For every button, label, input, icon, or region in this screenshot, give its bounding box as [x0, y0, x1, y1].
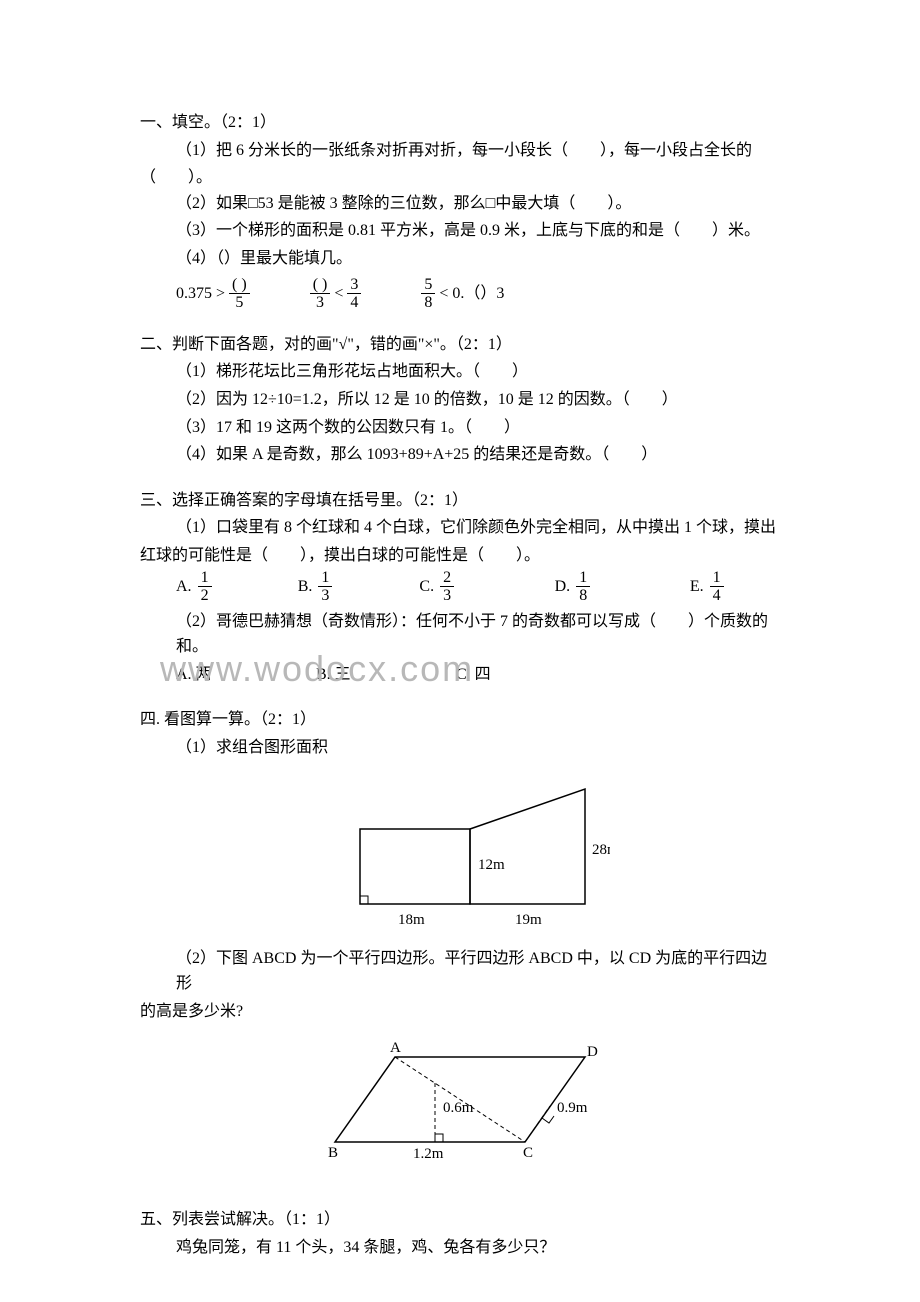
- section-5: 五、列表尝试解决。（1：1） 鸡兔同笼，有 11 个头，34 条腿，鸡、兔各有多…: [140, 1207, 780, 1260]
- fig2-ra1: [435, 1134, 443, 1142]
- sec2-q3: （3）17 和 19 这两个数的公因数只有 1。（ ）: [140, 415, 780, 441]
- fig2-ra2: [542, 1116, 554, 1123]
- num-a: 1: [198, 569, 212, 588]
- expr-1: 0.375 > ( ) 5: [176, 276, 250, 312]
- fig1-rect: [360, 829, 470, 904]
- den-a: 2: [198, 587, 212, 605]
- expr2-num: ( ): [310, 276, 331, 295]
- sec2-q2: （2）因为 12÷10=1.2，所以 12 是 10 的倍数，10 是 12 的…: [140, 387, 780, 413]
- den-b: 3: [318, 587, 332, 605]
- num-d: 1: [576, 569, 590, 588]
- den-e: 4: [710, 587, 724, 605]
- choice-a: A. 12: [176, 569, 298, 605]
- expr1-left: 0.375 >: [176, 281, 225, 307]
- fig2-A: A: [390, 1040, 401, 1056]
- choice-d: D. 18: [555, 569, 690, 605]
- expr3-frac: 5 8: [421, 276, 435, 312]
- expr3-right: < 0.（）3: [439, 281, 504, 307]
- sec2-q4: （4）如果 A 是奇数，那么 1093+89+A+25 的结果还是奇数。（ ）: [140, 442, 780, 468]
- sec4-title: 四. 看图算一算。（2：1）: [140, 707, 780, 733]
- label-b: B.: [298, 574, 313, 600]
- frac-e: 14: [710, 569, 724, 605]
- den-d: 8: [576, 587, 590, 605]
- expr2b-den: 4: [347, 294, 361, 312]
- frac-b: 13: [318, 569, 332, 605]
- sec1-title: 一、填空。（2：1）: [140, 110, 780, 136]
- expr3-num: 5: [421, 276, 435, 295]
- num-e: 1: [710, 569, 724, 588]
- fig2-base: 1.2m: [413, 1146, 444, 1162]
- frac-d: 18: [576, 569, 590, 605]
- expr2b-num: 3: [347, 276, 361, 295]
- section-1: 一、填空。（2：1） （1）把 6 分米长的一张纸条对折再对折，每一小段长（ ）…: [140, 110, 780, 312]
- sec3-choices2: A. 两 B. 三 C. 四: [140, 662, 780, 688]
- fig2-D: D: [587, 1044, 598, 1060]
- fig2-h2-label: 0.9m: [557, 1100, 588, 1116]
- fig2-B: B: [328, 1145, 338, 1161]
- sec1-q2: （2）如果□53 是能被 3 整除的三位数，那么□中最大填（ ）。: [140, 191, 780, 217]
- sec3-choices1: A. 12 B. 13 C. 23 D. 18 E. 14: [140, 569, 780, 605]
- sec1-q1a: （1）把 6 分米长的一张纸条对折再对折，每一小段长（ ），每一小段占全长的: [140, 138, 780, 164]
- den-c: 3: [440, 587, 454, 605]
- choice-b: B. 13: [298, 569, 420, 605]
- sec4-q2a: （2）下图 ABCD 为一个平行四边形。平行四边形 ABCD 中，以 CD 为底…: [140, 946, 780, 997]
- sec1-expressions: 0.375 > ( ) 5 ( ) 3 < 3 4 5 8 < 0.（）3: [140, 276, 780, 312]
- sec1-q1b: （ ）。: [140, 165, 780, 191]
- sec3-q2: （2）哥德巴赫猜想（奇数情形）：任何不小于 7 的奇数都可以写成（ ）个质数的和…: [140, 609, 780, 660]
- fig1-trapezoid: [470, 789, 585, 904]
- sec3-q1a: （1）口袋里有 8 个红球和 4 个白球，它们除颜色外完全相同，从中摸出 1 个…: [140, 515, 780, 541]
- sec2-title: 二、判断下面各题，对的画"√"，错的画"×"。（2：1）: [140, 332, 780, 358]
- label-c: C.: [419, 574, 434, 600]
- figure-2-wrap: A B C D 0.6m 0.9m 1.2m: [140, 1032, 780, 1177]
- sec1-q4: （4）（）里最大能填几。: [140, 246, 780, 272]
- expr-2: ( ) 3 < 3 4: [310, 276, 362, 312]
- frac-a: 12: [198, 569, 212, 605]
- choice2-a: A. 两: [176, 662, 316, 688]
- expr3-den: 8: [421, 294, 435, 312]
- fig1-left: 18m: [398, 912, 425, 928]
- figure-1-wrap: 12m 28m 18m 19m: [140, 769, 780, 934]
- sec5-title: 五、列表尝试解决。（1：1）: [140, 1207, 780, 1233]
- fig1-right-angle: [360, 896, 368, 904]
- expr1-num: ( ): [229, 276, 250, 295]
- choice2-b: B. 三: [316, 662, 456, 688]
- fig1-right: 19m: [515, 912, 542, 928]
- sec2-q1: （1）梯形花坛比三角形花坛占地面积大。（ ）: [140, 359, 780, 385]
- sec1-q3: （3）一个梯形的面积是 0.81 平方米，高是 0.9 米，上底与下底的和是（ …: [140, 218, 780, 244]
- expr1-den: 5: [232, 294, 246, 312]
- expr-3: 5 8 < 0.（）3: [421, 276, 504, 312]
- fig1-side: 28m: [592, 842, 610, 858]
- num-b: 1: [318, 569, 332, 588]
- fig1-height: 12m: [478, 857, 505, 873]
- choice-e: E. 14: [690, 569, 780, 605]
- sec3-q1b: 红球的可能性是（ ），摸出白球的可能性是（ ）。: [140, 543, 780, 569]
- sec4-q2b: 的高是多少米?: [140, 999, 780, 1025]
- fig2-C: C: [523, 1145, 533, 1161]
- section-4: 四. 看图算一算。（2：1） （1）求组合图形面积 12m 28m 18m 19…: [140, 707, 780, 1177]
- expr2-op: <: [334, 281, 343, 307]
- expr2-den: 3: [313, 294, 327, 312]
- num-c: 2: [440, 569, 454, 588]
- figure-1: 12m 28m 18m 19m: [310, 769, 610, 934]
- fig2-h1-label: 0.6m: [443, 1100, 474, 1116]
- label-a: A.: [176, 574, 192, 600]
- expr2-frac2: 3 4: [347, 276, 361, 312]
- figure-2: A B C D 0.6m 0.9m 1.2m: [295, 1032, 625, 1177]
- choice2-c: C. 四: [456, 662, 596, 688]
- sec4-q1: （1）求组合图形面积: [140, 735, 780, 761]
- label-d: D.: [555, 574, 571, 600]
- section-2: 二、判断下面各题，对的画"√"，错的画"×"。（2：1） （1）梯形花坛比三角形…: [140, 332, 780, 468]
- label-e: E.: [690, 574, 704, 600]
- sec5-q1: 鸡兔同笼，有 11 个头，34 条腿，鸡、兔各有多少只？: [140, 1235, 780, 1261]
- choice-c: C. 23: [419, 569, 554, 605]
- expr2-frac1: ( ) 3: [310, 276, 331, 312]
- frac-c: 23: [440, 569, 454, 605]
- section-3: 三、选择正确答案的字母填在括号里。（2：1） （1）口袋里有 8 个红球和 4 …: [140, 488, 780, 688]
- sec3-title: 三、选择正确答案的字母填在括号里。（2：1）: [140, 488, 780, 514]
- expr1-frac: ( ) 5: [229, 276, 250, 312]
